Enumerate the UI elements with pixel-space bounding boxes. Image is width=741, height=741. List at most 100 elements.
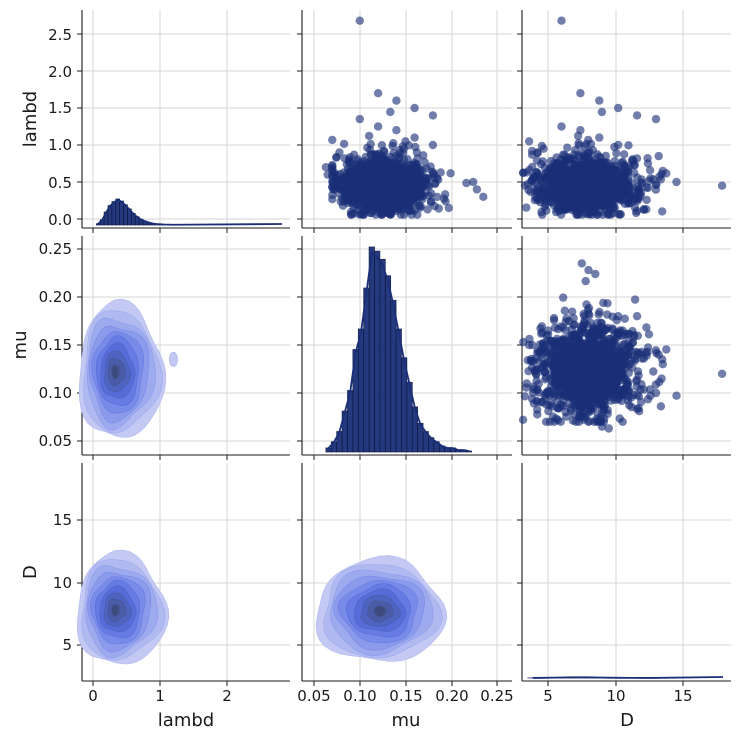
scatter-point [617, 368, 627, 377]
scatter-point [462, 178, 471, 188]
scatter-point [624, 337, 633, 346]
scatter-point [537, 322, 547, 331]
scatter-point [394, 188, 404, 197]
scatter-point [366, 185, 375, 195]
scatter-point [658, 207, 667, 216]
y-axis-label-D: D [20, 565, 41, 579]
scatter-point [610, 156, 619, 166]
scatter-point [551, 342, 560, 351]
scatter-point [618, 157, 627, 167]
scatter-point [642, 183, 651, 192]
scatter-point [617, 175, 627, 185]
scatter-point [628, 363, 637, 372]
scatter-point [585, 311, 594, 320]
scatter-point [446, 169, 455, 178]
scatter-point [561, 181, 570, 190]
scatter-point [548, 412, 558, 421]
scatter-point [625, 161, 634, 171]
scatter-point [384, 209, 393, 218]
scatter-point [614, 140, 623, 150]
scatter-point [603, 409, 612, 418]
ytick-lambd-3: 1.5 [48, 99, 72, 117]
scatter-point [340, 194, 350, 203]
scatter-point [577, 192, 586, 201]
scatter-point [577, 408, 587, 417]
scatter-point [575, 341, 585, 350]
scatter-point [541, 361, 550, 370]
scatter-point [406, 186, 415, 195]
scatter-point [597, 170, 607, 179]
xtick-mu-2: 0.15 [389, 687, 422, 705]
scatter-point [550, 358, 559, 368]
scatter-point [630, 295, 640, 304]
scatter-point [410, 133, 419, 142]
scatter-point [575, 358, 584, 367]
scatter-point [531, 354, 540, 363]
scatter-point [612, 181, 621, 190]
scatter-point [654, 350, 663, 359]
scatter-point [620, 385, 629, 394]
scatter-point [558, 195, 568, 204]
kde-contour-peak [112, 365, 118, 379]
scatter-point [436, 168, 445, 177]
scatter-point [595, 358, 604, 367]
scatter-point [422, 164, 431, 173]
scatter-point [520, 392, 530, 401]
scatter-point [339, 139, 349, 149]
scatter-point [469, 177, 478, 187]
scatter-point [633, 193, 643, 202]
scatter-point [418, 195, 427, 204]
scatter-point [554, 404, 563, 413]
scatter-point [419, 151, 428, 160]
scatter-point [614, 209, 623, 219]
scatter-point [535, 347, 544, 356]
scatter-point [571, 145, 580, 155]
scatter-point [392, 151, 401, 161]
ytick-mu-4: 0.25 [39, 240, 72, 258]
scatter-point [632, 404, 642, 414]
hist-bar-mu-8 [368, 246, 375, 453]
scatter-point [537, 329, 546, 338]
ytick-lambd-2: 1.0 [48, 136, 72, 154]
scatter-point [410, 103, 419, 113]
scatter-point [551, 379, 561, 389]
scatter-point [428, 111, 438, 120]
scatter-point [565, 351, 574, 361]
scatter-point [549, 313, 559, 323]
ytick-D-1: 10 [53, 574, 72, 592]
scatter-point [532, 376, 541, 385]
scatter-point [593, 318, 602, 328]
scatter-point [559, 163, 568, 172]
hist-bar-mu-10 [379, 258, 386, 453]
scatter-point [323, 170, 332, 179]
scatter-point [415, 181, 424, 190]
xtick-D-1: 10 [606, 687, 625, 705]
scatter-point [389, 139, 398, 148]
scatter-point [381, 200, 391, 209]
scatter-point [579, 322, 588, 331]
scatter-point [392, 126, 401, 135]
scatter-point [633, 390, 642, 399]
xtick-D-0: 5 [543, 687, 553, 705]
scatter-point [576, 369, 585, 378]
scatter-point [614, 331, 623, 340]
scatter-point [586, 318, 595, 328]
scatter-point [655, 377, 664, 387]
scatter-point [524, 340, 534, 350]
scatter-point [635, 349, 644, 358]
scatter-point [595, 96, 604, 105]
panel-lambd-vs-lambd [77, 10, 290, 233]
scatter-point [620, 150, 629, 159]
scatter-point [392, 96, 401, 105]
scatter-point [624, 349, 633, 359]
scatter-point [551, 207, 561, 217]
scatter-point [589, 324, 599, 334]
hist-bar-lambd-4 [111, 201, 117, 226]
scatter-point [576, 89, 585, 98]
hist-bar-mu-13 [395, 328, 402, 453]
xtick-D-2: 15 [673, 687, 692, 705]
scatter-point [576, 350, 585, 359]
scatter-point [551, 180, 561, 190]
scatter-point [379, 187, 388, 196]
scatter-point [389, 179, 398, 188]
